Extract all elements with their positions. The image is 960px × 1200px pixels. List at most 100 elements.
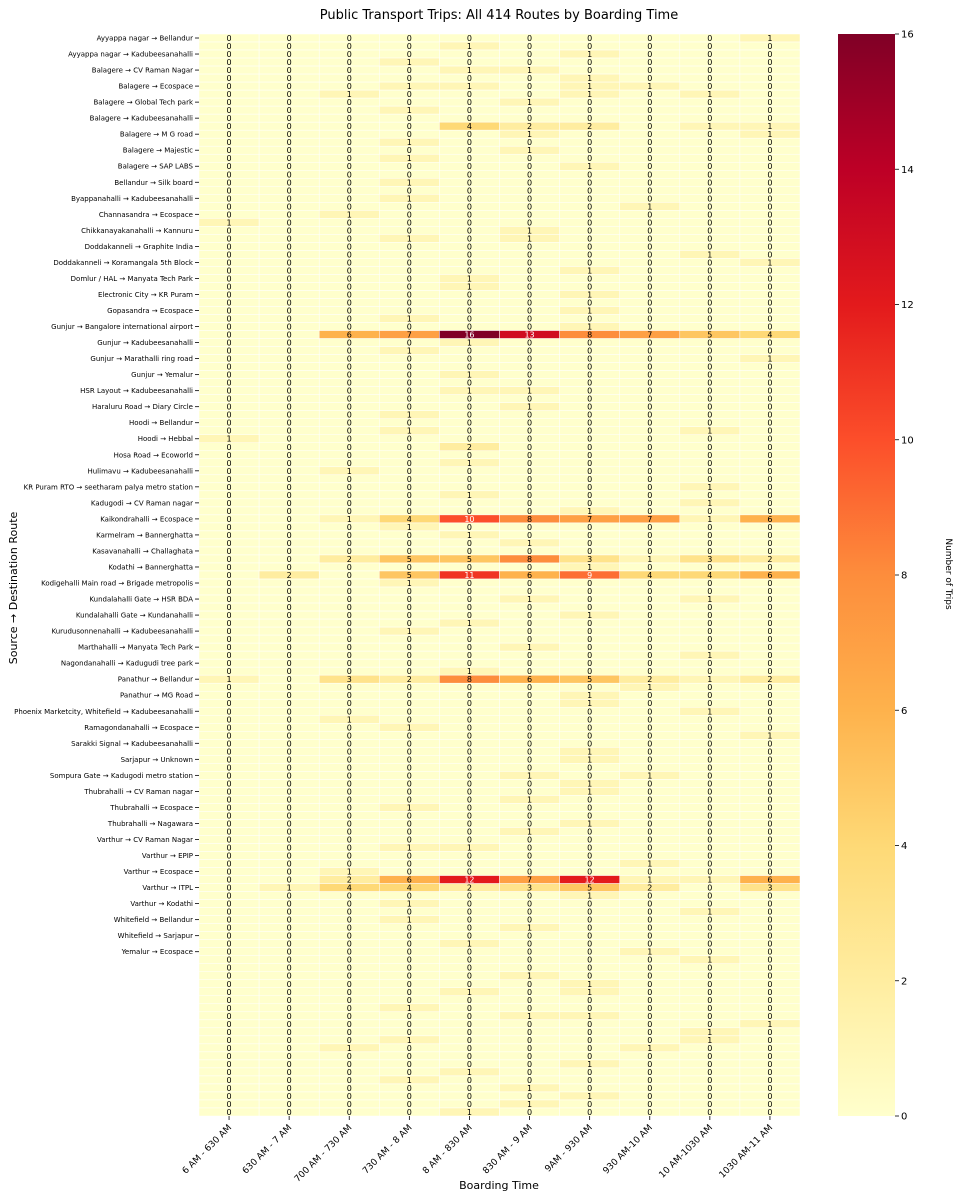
cell-value-label: 0: [467, 996, 472, 1005]
cell-value-label: 0: [767, 371, 772, 380]
cell-value-label: 0: [707, 747, 712, 756]
cell-value-label: 0: [647, 475, 652, 484]
cell-value-label: 0: [647, 467, 652, 476]
cell-value-label: 0: [707, 811, 712, 820]
cell-value-label: 0: [467, 1012, 472, 1021]
y-tick-label: Karmelram → Bannerghatta: [96, 531, 193, 539]
cell-value-label: 0: [707, 835, 712, 844]
cell-value-label: 0: [287, 162, 292, 171]
cell-value-label: 0: [287, 403, 292, 412]
cell-value-label: 0: [467, 835, 472, 844]
cell-value-label: 0: [587, 186, 592, 195]
cell-value-label: 0: [527, 1068, 532, 1077]
cell-value-label: 0: [407, 371, 412, 380]
cell-value-label: 1: [527, 643, 532, 652]
cell-value-label: 0: [527, 980, 532, 989]
cell-value-label: 0: [227, 122, 232, 131]
cell-value-label: 0: [647, 723, 652, 732]
cell-value-label: 0: [647, 419, 652, 428]
cell-value-label: 0: [347, 475, 352, 484]
cell-value-label: 0: [407, 771, 412, 780]
cell-value-label: 0: [647, 178, 652, 187]
cell-value-label: 0: [467, 451, 472, 460]
cell-value-label: 0: [347, 50, 352, 59]
colorbar-ticks: 0 2 4 6 8 10 12 14 16: [895, 30, 914, 1123]
cell-value-label: 0: [587, 795, 592, 804]
cell-value-label: 0: [587, 1028, 592, 1037]
cell-value-label: 0: [767, 1052, 772, 1061]
cell-value-label: 1: [587, 290, 592, 299]
cell-value-label: 0: [467, 1084, 472, 1093]
cell-value-label: 0: [707, 523, 712, 532]
cell-value-label: 0: [407, 467, 412, 476]
cell-value-label: 0: [647, 563, 652, 572]
cell-value-label: 0: [767, 603, 772, 612]
cell-value-label: 0: [467, 539, 472, 548]
cell-value-label: 0: [227, 523, 232, 532]
cell-value-label: 0: [347, 258, 352, 267]
y-tick-label: Gunjur → Yemalur: [131, 371, 193, 379]
cell-value-label: 0: [767, 58, 772, 67]
cell-value-label: 12: [464, 876, 474, 885]
cell-value-label: 0: [227, 170, 232, 179]
cell-value-label: 1: [407, 523, 412, 532]
x-tick-label: 700 AM - 730 AM: [293, 1123, 354, 1184]
cell-value-label: 0: [467, 932, 472, 941]
cell-value-label: 0: [467, 819, 472, 828]
cell-value-label: 1: [407, 1076, 412, 1085]
cell-value-label: 0: [227, 715, 232, 724]
cell-value-label: 0: [227, 779, 232, 788]
cell-value-label: 0: [647, 619, 652, 628]
cell-value-label: 0: [707, 972, 712, 981]
cell-value-label: 0: [647, 739, 652, 748]
cell-value-label: 0: [347, 1052, 352, 1061]
cell-value-label: 0: [287, 924, 292, 933]
cell-value-label: 0: [587, 1068, 592, 1077]
cell-value-label: 0: [227, 908, 232, 917]
cell-value-label: 0: [707, 611, 712, 620]
cell-value-label: 0: [287, 218, 292, 227]
cell-value-label: 8: [527, 515, 532, 524]
cell-value-label: 0: [587, 579, 592, 588]
cell-value-label: 10: [464, 515, 474, 524]
colorbar-tick-label: 16: [901, 30, 914, 41]
cell-value-label: 0: [287, 996, 292, 1005]
cell-value-label: 1: [407, 627, 412, 636]
cell-value-label: 0: [767, 106, 772, 115]
cell-value-label: 0: [707, 443, 712, 452]
cell-value-label: 0: [647, 1036, 652, 1045]
cell-value-label: 0: [467, 972, 472, 981]
cell-value-label: 0: [647, 170, 652, 179]
cell-value-label: 0: [707, 932, 712, 941]
cell-value-label: 0: [467, 435, 472, 444]
cell-value-label: 0: [287, 771, 292, 780]
cell-value-label: 0: [767, 763, 772, 772]
cell-value-label: 0: [767, 659, 772, 668]
cell-value-label: 0: [227, 651, 232, 660]
cell-value-label: 0: [347, 435, 352, 444]
cell-value-label: 0: [527, 683, 532, 692]
cell-value-label: 0: [767, 42, 772, 51]
cell-value-label: 0: [287, 178, 292, 187]
cell-value-label: 0: [467, 523, 472, 532]
y-tick-label: Whitefield → Sarjapur: [118, 932, 193, 940]
cell-value-label: 0: [287, 539, 292, 548]
cell-value-label: 0: [647, 1092, 652, 1101]
cell-value-label: 0: [467, 379, 472, 388]
cell-value-label: 0: [287, 1100, 292, 1109]
cell-value-label: 1: [647, 82, 652, 91]
cell-value-label: 0: [227, 98, 232, 107]
cell-value-label: 1: [467, 459, 472, 468]
cell-value-label: 0: [527, 563, 532, 572]
cell-value-label: 0: [227, 683, 232, 692]
cell-value-label: 0: [647, 146, 652, 155]
cell-value-label: 0: [287, 106, 292, 115]
cell-value-label: 0: [527, 779, 532, 788]
cell-value-label: 0: [227, 868, 232, 877]
cell-value-label: 0: [527, 948, 532, 957]
cell-value-label: 0: [647, 747, 652, 756]
cell-value-label: 0: [767, 619, 772, 628]
x-tick-label: 630 AM - 7 AM: [241, 1123, 294, 1176]
cell-value-label: 1: [407, 916, 412, 925]
cell-value-label: 0: [407, 170, 412, 179]
